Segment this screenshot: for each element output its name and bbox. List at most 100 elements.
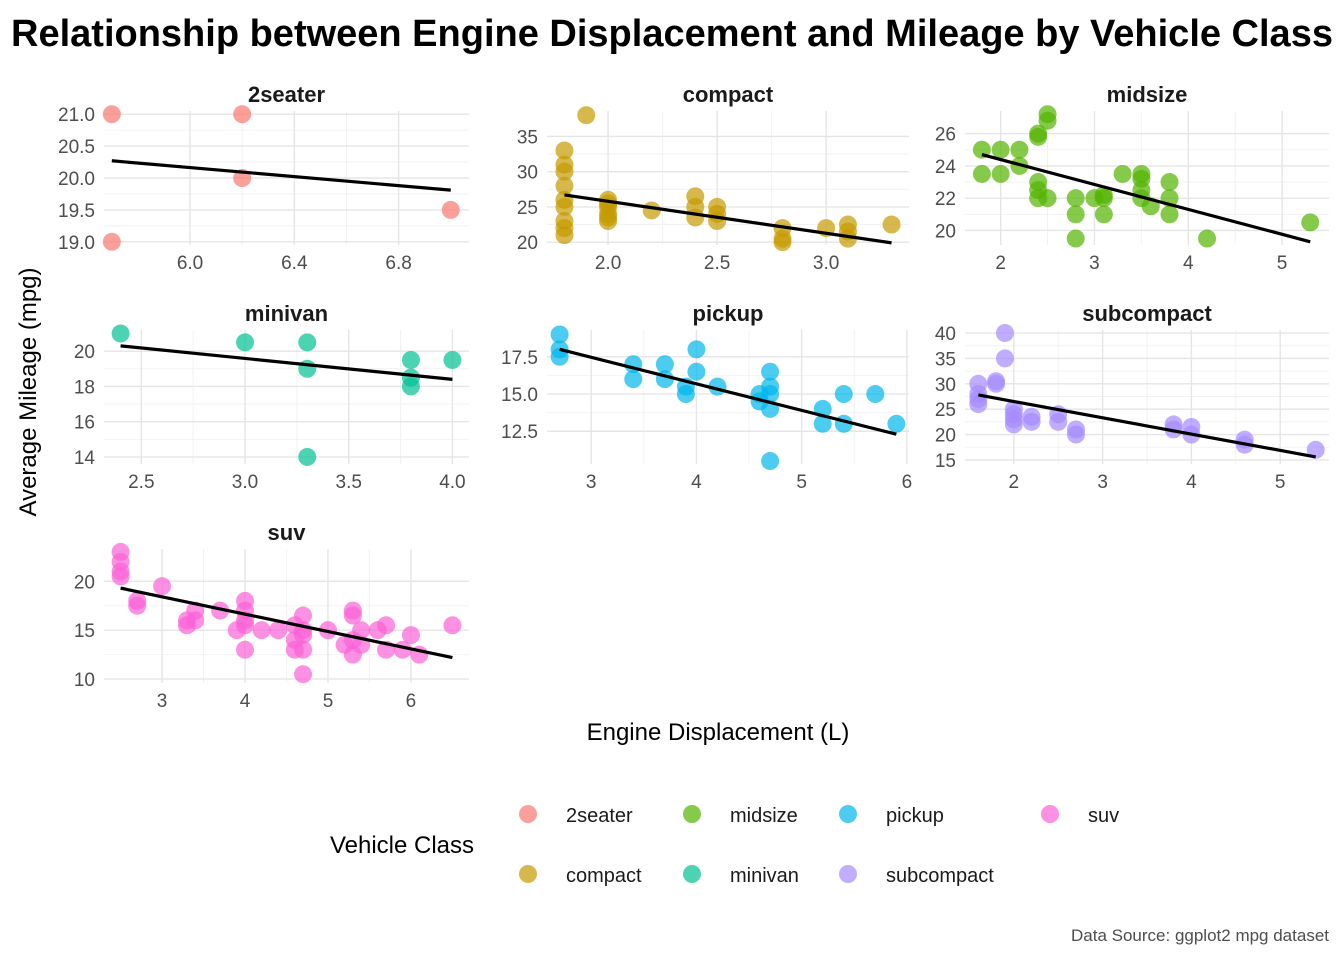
data-point <box>352 621 371 640</box>
data-point <box>1198 229 1217 248</box>
legend-label: minivan <box>730 865 799 887</box>
x-tick-label: 4.0 <box>439 472 465 493</box>
facet-label: midsize <box>1107 82 1188 107</box>
y-tick-label: 19.5 <box>58 201 95 222</box>
y-tick-label: 20 <box>935 426 956 447</box>
x-tick-label: 3 <box>586 472 597 493</box>
y-tick-label: 30 <box>517 163 538 184</box>
legend-key <box>1041 805 1059 823</box>
legend-key <box>519 805 537 823</box>
trend-line <box>111 159 451 192</box>
legend-key <box>519 865 537 883</box>
data-point <box>1094 205 1113 224</box>
trend-line <box>564 193 892 245</box>
x-tick-label: 3.5 <box>336 472 362 493</box>
data-point <box>991 140 1010 159</box>
data-point <box>555 176 574 195</box>
data-point <box>577 106 596 125</box>
x-tick-label: 3 <box>157 691 168 712</box>
x-tick-label: 6.0 <box>177 253 203 274</box>
data-point <box>294 665 313 684</box>
y-tick-label: 15 <box>935 451 956 472</box>
data-point <box>1004 415 1023 434</box>
data-point <box>676 385 695 404</box>
data-point <box>761 385 780 404</box>
data-point <box>1113 164 1132 183</box>
x-tick-label: 6.4 <box>281 253 308 274</box>
trend-line <box>559 347 897 436</box>
data-point <box>866 385 885 404</box>
x-tick-label: 2.5 <box>704 253 730 274</box>
legend: 2seater compact midsize minivan pickup subcom… <box>519 805 1119 887</box>
y-tick-label: 35 <box>935 349 956 370</box>
data-point <box>269 621 288 640</box>
data-point <box>401 377 420 396</box>
data-point <box>294 606 313 625</box>
y-tick-label: 20 <box>74 572 95 593</box>
x-tick-label: 4 <box>240 691 251 712</box>
trend-line <box>978 393 1316 459</box>
facet-pickup: 3 4 5 6 12.5 15.0 17.5 pickup <box>501 301 912 493</box>
y-tick-label: 12.5 <box>501 422 538 443</box>
facet-suv: 3 4 5 6 10 15 20 suv <box>74 520 469 712</box>
data-point <box>1038 111 1057 130</box>
data-point <box>1301 213 1320 232</box>
data-point <box>813 414 832 433</box>
y-tick-label: 16 <box>74 413 95 434</box>
data-point <box>1160 205 1179 224</box>
data-point <box>233 105 252 124</box>
y-tick-label: 35 <box>517 127 538 148</box>
y-tick-label: 21.0 <box>58 105 95 126</box>
facet-midsize: 2 3 4 5 20 22 24 26 midsize <box>935 82 1329 274</box>
data-point <box>773 233 792 252</box>
data-point <box>211 601 230 620</box>
y-tick-label: 22 <box>935 189 956 210</box>
y-tick-label: 17.5 <box>501 348 538 369</box>
legend-item-pickup: pickup <box>839 805 944 827</box>
y-tick-label: 25 <box>517 198 538 219</box>
data-point <box>1049 412 1068 431</box>
y-tick-label: 18 <box>74 377 95 398</box>
legend-label: suv <box>1088 805 1119 827</box>
y-axis-title: Average Mileage (mpg) <box>15 267 42 516</box>
data-point <box>995 324 1014 343</box>
data-point <box>102 232 121 251</box>
facet-label: compact <box>683 82 774 107</box>
data-point <box>128 596 147 615</box>
x-tick-label: 4 <box>1183 253 1194 274</box>
data-point <box>1306 440 1325 459</box>
x-tick-label: 6 <box>406 691 417 712</box>
x-tick-label: 5 <box>1275 472 1286 493</box>
legend-title: Vehicle Class <box>330 832 474 859</box>
facet-subcompact: 2 3 4 5 15 20 25 30 35 40 subcompact <box>935 301 1329 493</box>
x-tick-label: 5 <box>1277 253 1288 274</box>
data-point <box>443 616 462 635</box>
data-point <box>441 200 460 219</box>
y-tick-label: 15.0 <box>501 385 538 406</box>
legend-label: midsize <box>730 805 798 827</box>
x-tick-label: 2.5 <box>128 472 154 493</box>
legend-label: subcompact <box>886 865 994 887</box>
data-point <box>236 616 255 635</box>
data-point <box>655 355 674 374</box>
data-point <box>887 414 906 433</box>
facet-label: pickup <box>693 301 764 326</box>
data-point <box>1066 425 1085 444</box>
legend-item-2seater: 2seater <box>519 805 633 827</box>
data-point <box>838 229 857 248</box>
y-tick-label: 40 <box>935 324 956 345</box>
facet-label: minivan <box>245 301 328 326</box>
legend-key <box>683 805 701 823</box>
x-tick-label: 3.0 <box>232 472 258 493</box>
data-point <box>555 197 574 216</box>
caption: Data Source: ggplot2 mpg dataset <box>1071 926 1329 945</box>
legend-label: pickup <box>886 805 944 827</box>
data-point <box>236 333 255 352</box>
data-point <box>1066 189 1085 208</box>
y-tick-label: 20 <box>517 233 538 254</box>
legend-item-compact: compact <box>519 865 642 887</box>
y-tick-label: 25 <box>935 400 956 421</box>
legend-label: compact <box>566 865 642 887</box>
trend-line <box>981 153 1311 244</box>
